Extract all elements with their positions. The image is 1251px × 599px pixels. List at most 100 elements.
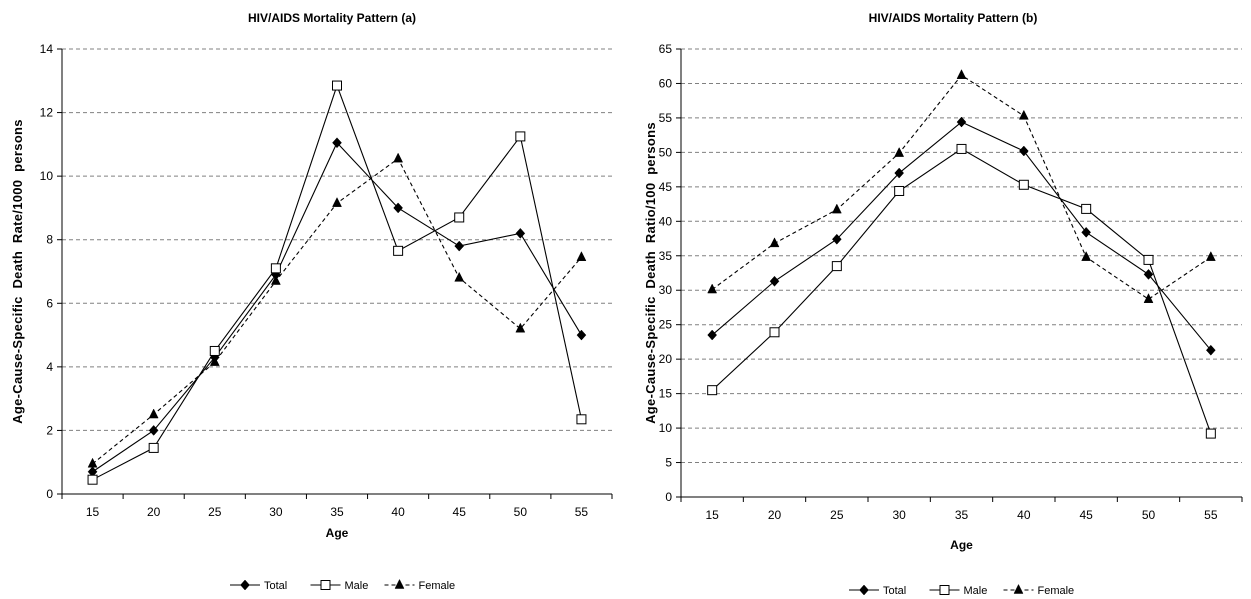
data-point-male [515, 131, 526, 142]
x-tick-label: 45 [1079, 508, 1093, 522]
data-point-total [332, 137, 342, 149]
chart-title: HIV/AIDS Mortality Pattern (b) [869, 11, 1038, 25]
y-tick-label: 4 [46, 360, 53, 374]
x-tick-label: 50 [514, 505, 528, 519]
y-tick-label: 5 [665, 456, 672, 470]
data-point-male [1018, 179, 1029, 190]
data-point-male [894, 185, 905, 196]
data-point-female [87, 457, 98, 468]
data-point-male [148, 442, 159, 453]
series-line-male [711, 148, 1212, 434]
data-point-total [1143, 269, 1154, 280]
legend-label-female: Female [1038, 585, 1075, 597]
legend-label-male: Male [345, 580, 369, 592]
data-point-female [393, 152, 404, 163]
data-point-female [515, 322, 526, 333]
data-point-male [1143, 254, 1154, 265]
y-tick-label: 8 [46, 233, 53, 247]
x-tick-label: 50 [1142, 508, 1156, 522]
x-tick-label: 25 [830, 508, 844, 522]
y-tick-label: 0 [665, 490, 672, 504]
data-point-female [707, 283, 718, 294]
legend-marker [859, 584, 869, 596]
legend-marker [394, 578, 405, 589]
x-tick-label: 55 [1204, 508, 1218, 522]
y-tick-label: 50 [659, 145, 673, 159]
y-tick-label: 30 [659, 283, 673, 297]
legend: Total Male Female [849, 583, 1075, 597]
chart-a: 0 2 4 6 8 10 12 14 15 20 25 30 35 40 45 50 55 HIV/AIDS Mo… [10, 11, 613, 592]
series-total [707, 116, 1216, 356]
legend-marker [939, 585, 950, 595]
data-point-male [454, 212, 465, 223]
series-total [87, 137, 587, 478]
data-point-total [393, 202, 403, 214]
legend-label-total: Total [264, 580, 287, 592]
series-male [87, 80, 587, 485]
legend-marker [240, 579, 250, 591]
x-tick-label: 20 [768, 508, 782, 522]
data-point-total [148, 425, 159, 436]
y-tick-label: 14 [40, 42, 54, 56]
data-point-female [332, 197, 342, 207]
y-tick-label: 65 [659, 42, 673, 56]
data-point-total [831, 233, 842, 245]
x-tick-label: 40 [1017, 508, 1031, 522]
x-tick-label: 20 [147, 505, 161, 519]
data-point-total [1018, 145, 1029, 157]
data-point-male [769, 327, 780, 338]
data-point-male [956, 143, 967, 154]
data-point-total [956, 116, 967, 128]
data-point-male [393, 245, 404, 256]
legend-label-total: Total [883, 585, 906, 597]
x-axis-title: Age [326, 526, 349, 540]
data-point-male [707, 385, 718, 396]
series-female [707, 69, 1216, 303]
data-point-total [1081, 226, 1092, 238]
data-point-total [769, 275, 780, 287]
legend: Total Male Female [230, 578, 456, 592]
data-point-total [515, 227, 526, 239]
y-tick-label: 60 [659, 76, 673, 90]
legend-marker [320, 580, 331, 590]
y-tick-label: 45 [659, 180, 673, 194]
y-tick-label: 25 [659, 318, 673, 332]
legend-label-male: Male [964, 585, 988, 597]
legend-label-female: Female [419, 580, 456, 592]
data-point-female [576, 251, 587, 261]
x-tick-label: 35 [330, 505, 344, 519]
data-point-female [831, 203, 842, 214]
chart-title: HIV/AIDS Mortality Pattern (a) [248, 11, 416, 25]
chart-b: 0 5 10 15 20 25 30 35 40 45 50 55 60 65 15 20 25 30 35 40 45… [643, 11, 1243, 597]
x-tick-label: 15 [86, 505, 100, 519]
data-point-male [209, 345, 220, 356]
data-point-male [270, 263, 281, 274]
data-point-female [1205, 251, 1216, 261]
y-tick-label: 10 [659, 421, 673, 435]
data-point-female [956, 69, 967, 79]
x-tick-label: 15 [705, 508, 719, 522]
y-axis-title: Age-Cause-Specific Death Ratio/100 perso… [643, 122, 658, 424]
data-point-female [1018, 109, 1029, 120]
y-tick-label: 12 [40, 106, 54, 120]
data-point-female [769, 237, 780, 248]
data-point-total [454, 240, 465, 252]
data-point-total [576, 329, 587, 341]
x-tick-label: 55 [575, 505, 589, 519]
data-point-male [332, 80, 342, 91]
y-tick-label: 40 [659, 214, 673, 228]
data-point-male [831, 261, 842, 272]
y-tick-label: 10 [40, 169, 54, 183]
x-tick-label: 25 [208, 505, 222, 519]
data-point-female [1081, 251, 1092, 261]
data-point-total [894, 167, 905, 179]
data-point-male [1081, 203, 1092, 214]
y-tick-label: 0 [46, 487, 53, 501]
data-point-male [87, 474, 98, 485]
x-axis-title: Age [950, 538, 973, 552]
y-tick-label: 2 [46, 423, 53, 437]
y-tick-label: 6 [46, 296, 53, 310]
data-point-female [148, 408, 159, 419]
